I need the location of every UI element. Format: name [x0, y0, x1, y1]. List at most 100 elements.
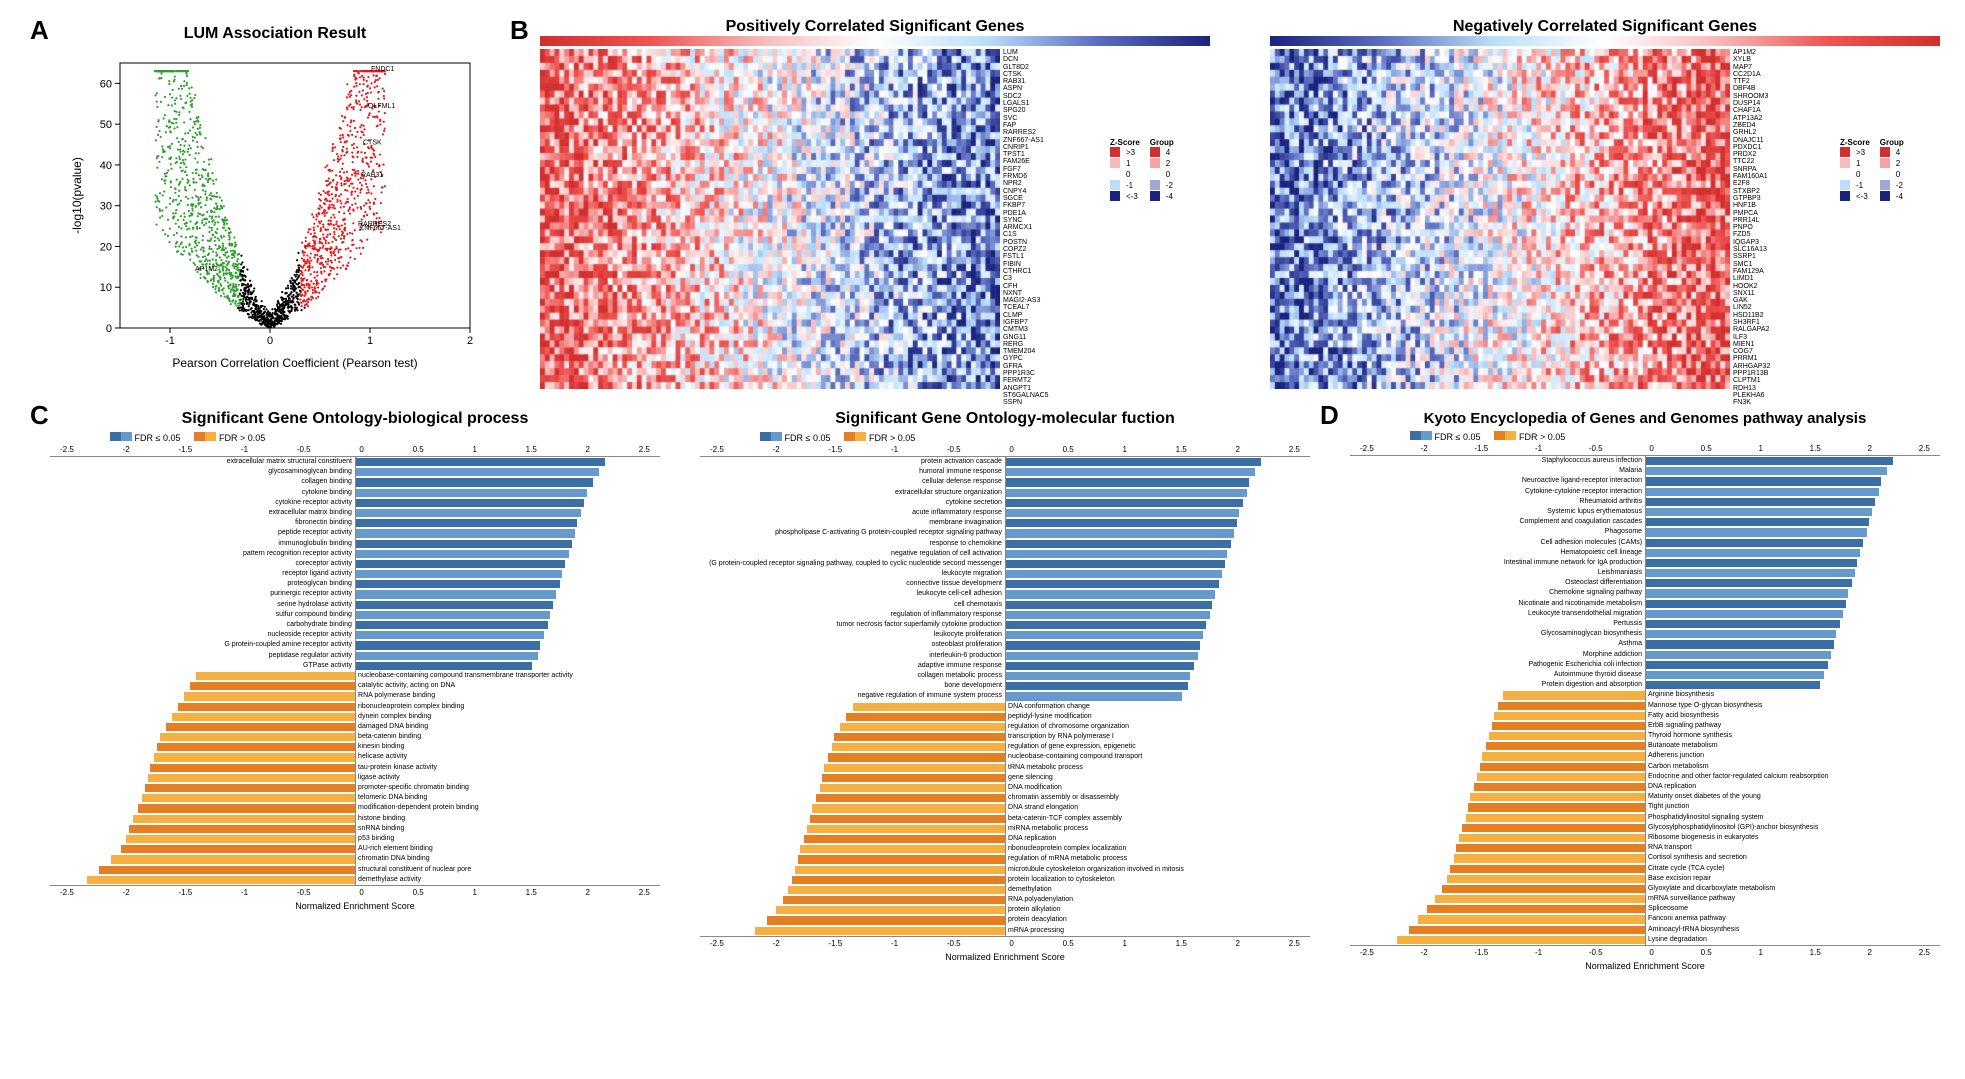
- heatmap-neg-colorbar: [1270, 36, 1940, 46]
- svg-text:RAB31: RAB31: [361, 172, 383, 179]
- enrich-bar: negative regulation of immune system pro…: [700, 691, 1310, 701]
- svg-text:1: 1: [367, 335, 373, 347]
- enrich-bar: helicase activity: [50, 752, 660, 762]
- enrich-bar: protein activation cascade: [700, 457, 1310, 467]
- kegg-axis-top: -2.5-2-1.5-1-0.500.511.522.5: [1350, 444, 1940, 453]
- enrich-bar: serine hydrolase activity: [50, 600, 660, 610]
- enrich-bar: Cell adhesion molecules (CAMs): [1350, 538, 1940, 548]
- enrich-bar: pattern recognition receptor activity: [50, 549, 660, 559]
- enrich-bar: adaptive immune response: [700, 661, 1310, 671]
- enrich-bar: Butanoate metabolism: [1350, 741, 1940, 751]
- enrich-bar: Neuroactive ligand-receptor interaction: [1350, 476, 1940, 486]
- enrich-bar: Intestinal immune network for IgA produc…: [1350, 558, 1940, 568]
- svg-text:-log10(pvalue): -log10(pvalue): [70, 157, 84, 234]
- enrich-bar: regulation of mRNA metabolic process: [700, 854, 1310, 864]
- enrich-bar: telomeric DNA binding: [50, 793, 660, 803]
- enrich-bar: RNA transport: [1350, 843, 1940, 853]
- go-mf-bars: protein activation cascade humoral immun…: [700, 456, 1310, 937]
- enrich-bar: Glyoxylate and dicarboxylate metabolism: [1350, 884, 1940, 894]
- enrich-bar: Phagosome: [1350, 527, 1940, 537]
- legend-sig-label: FDR ≤ 0.05: [135, 433, 181, 443]
- legend-sig-label: FDR ≤ 0.05: [1435, 432, 1481, 442]
- enrich-bar: Pertussis: [1350, 619, 1940, 629]
- enrich-bar: tumor necrosis factor superfamily cytoki…: [700, 620, 1310, 630]
- enrich-bar: phospholipase C-activating G protein-cou…: [700, 528, 1310, 538]
- panel-a-volcano: LUM Association Result -1012010203040506…: [65, 25, 485, 385]
- go-bp-axis-bot: -2.5-2-1.5-1-0.500.511.522.5: [50, 888, 660, 897]
- kegg-bars: Staphylococcus aureus infection Malaria …: [1350, 455, 1940, 946]
- kegg-axis-bot: -2.5-2-1.5-1-0.500.511.522.5: [1350, 948, 1940, 957]
- panel-label-a: A: [30, 15, 49, 46]
- enrich-bar: Tight junction: [1350, 802, 1940, 812]
- enrich-bar: cytokine receptor activity: [50, 498, 660, 508]
- enrich-bar: nucleobase-containing compound transmemb…: [50, 671, 660, 681]
- heatmap-pos-genes: LUMDCNGLT8D2CTSKRAB31ASPNSDC2LGALS1SPG20…: [1003, 49, 1049, 407]
- enrich-bar: Mannose type O-glycan biosynthesis: [1350, 701, 1940, 711]
- enrich-bar: purinergic receptor activity: [50, 589, 660, 599]
- heatmap-neg-canvas: [1270, 49, 1730, 389]
- enrich-bar: cytokine binding: [50, 488, 660, 498]
- enrich-bar: extracellular matrix structural constitu…: [50, 457, 660, 467]
- enrich-bar: peptidase regulator activity: [50, 651, 660, 661]
- enrich-bar: mRNA surveillance pathway: [1350, 894, 1940, 904]
- svg-text:OLFML1: OLFML1: [368, 103, 395, 110]
- enrich-bar: membrane invagination: [700, 518, 1310, 528]
- svg-text:AP1M2: AP1M2: [195, 266, 218, 273]
- enrich-bar: nucleobase-containing compound transport: [700, 752, 1310, 762]
- enrich-bar: modification-dependent protein binding: [50, 803, 660, 813]
- enrich-bar: (G protein-coupled receptor signaling pa…: [700, 559, 1310, 569]
- go-bp-xlabel: Normalized Enrichment Score: [50, 901, 660, 911]
- enrich-bar: Glycosaminoglycan biosynthesis: [1350, 629, 1940, 639]
- enrich-bar: Staphylococcus aureus infection: [1350, 456, 1940, 466]
- enrich-bar: Cytokine-cytokine receptor interaction: [1350, 487, 1940, 497]
- enrich-bar: Leishmaniasis: [1350, 568, 1940, 578]
- enrich-bar: kinesin binding: [50, 742, 660, 752]
- enrich-bar: Systemic lupus erythematosus: [1350, 507, 1940, 517]
- enrich-bar: demethylase activity: [50, 875, 660, 885]
- panel-c-mf: Significant Gene Ontology-molecular fuct…: [700, 410, 1310, 1050]
- enrich-bar: Complement and coagulation cascades: [1350, 517, 1940, 527]
- heatmap-pos-legend: Z-Score>310-1<-3Group420-2-4: [1110, 138, 1220, 202]
- enrich-bar: RNA polyadenylation: [700, 895, 1310, 905]
- enrich-bar: gene silencing: [700, 773, 1310, 783]
- enrich-bar: Ribosome biogenesis in eukaryotes: [1350, 833, 1940, 843]
- enrich-bar: GTPase activity: [50, 661, 660, 671]
- go-bp-title: Significant Gene Ontology-biological pro…: [50, 410, 660, 428]
- enrich-bar: connective tissue development: [700, 579, 1310, 589]
- enrich-bar: demethylation: [700, 885, 1310, 895]
- enrich-bar: protein deacylation: [700, 915, 1310, 925]
- svg-text:50: 50: [100, 119, 112, 131]
- enrich-bar: Aminoacyl-tRNA biosynthesis: [1350, 925, 1940, 935]
- enrich-bar: coreceptor activity: [50, 559, 660, 569]
- enrich-bar: Chemokine signaling pathway: [1350, 588, 1940, 598]
- enrich-bar: Fanconi anemia pathway: [1350, 914, 1940, 924]
- enrich-bar: cell chemotaxis: [700, 600, 1310, 610]
- enrich-bar: collagen binding: [50, 477, 660, 487]
- go-bp-bars: extracellular matrix structural constitu…: [50, 456, 660, 886]
- enrich-bar: immunoglobulin binding: [50, 539, 660, 549]
- svg-text:60: 60: [100, 78, 112, 90]
- kegg-xlabel: Normalized Enrichment Score: [1350, 961, 1940, 971]
- enrich-bar: damaged DNA binding: [50, 722, 660, 732]
- heatmap-positive: Positively Correlated Significant Genes …: [540, 18, 1210, 398]
- enrich-bar: histone binding: [50, 814, 660, 824]
- svg-text:ZNF667-AS1: ZNF667-AS1: [360, 225, 401, 232]
- panel-label-b: B: [510, 15, 529, 46]
- enrich-bar: mRNA processing: [700, 926, 1310, 936]
- enrich-bar: receptor ligand activity: [50, 569, 660, 579]
- enrich-bar: Morphine addiction: [1350, 650, 1940, 660]
- go-mf-legend: FDR ≤ 0.05 FDR > 0.05: [760, 432, 1310, 443]
- enrich-bar: chromatin DNA binding: [50, 854, 660, 864]
- enrich-bar: Base excision repair: [1350, 874, 1940, 884]
- svg-text:20: 20: [100, 241, 112, 253]
- enrich-bar: p53 binding: [50, 834, 660, 844]
- enrich-bar: Osteoclast differentiation: [1350, 578, 1940, 588]
- enrich-bar: Fatty acid biosynthesis: [1350, 711, 1940, 721]
- enrich-bar: beta-catenin binding: [50, 732, 660, 742]
- enrich-bar: glycosaminoglycan binding: [50, 467, 660, 477]
- heatmap-pos-colorbar: [540, 36, 1210, 46]
- enrich-bar: catalytic activity, acting on DNA: [50, 681, 660, 691]
- enrich-bar: Malaria: [1350, 466, 1940, 476]
- enrich-bar: extracellular matrix binding: [50, 508, 660, 518]
- enrich-bar: bone development: [700, 681, 1310, 691]
